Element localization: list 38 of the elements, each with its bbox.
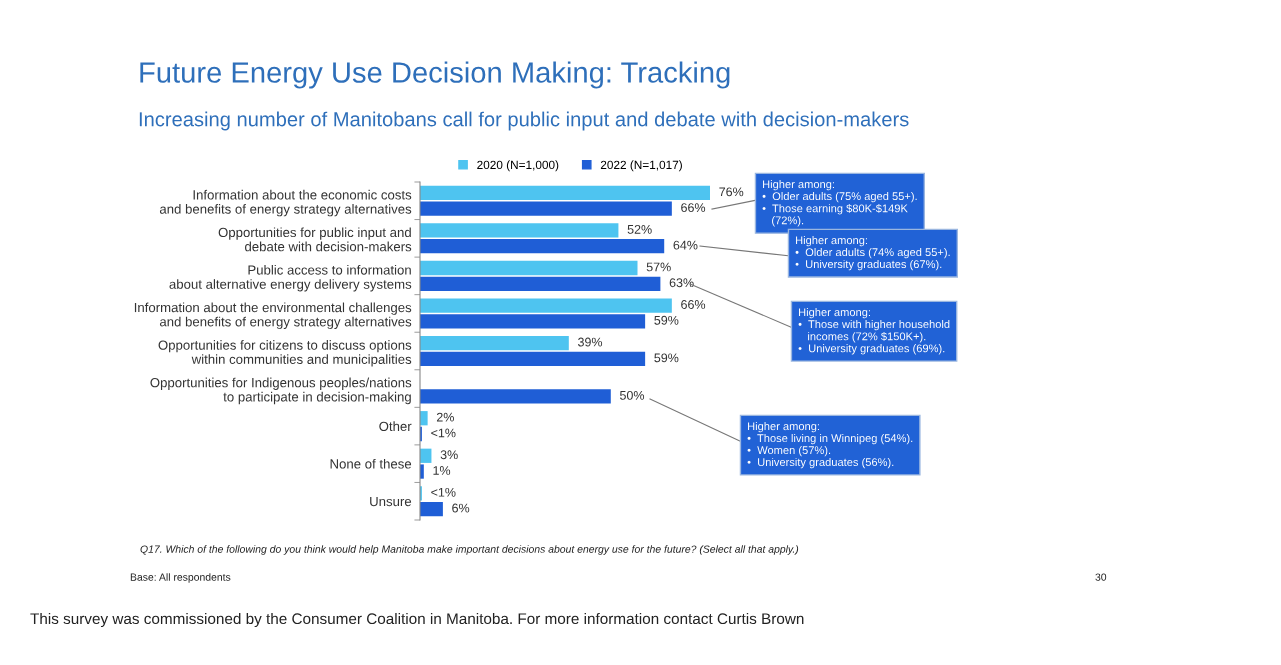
data-label: 2%	[436, 412, 454, 422]
chart-subtitle: Increasing number of Manitobans call for public input and debate with decision-makers	[139, 111, 909, 131]
data-label: 3%	[440, 450, 458, 460]
data-label: 59%	[654, 315, 679, 325]
legend-label: 2022 (N=1,017)	[600, 160, 682, 172]
text: Higher among: • Older adults (75% aged 55+). • Those earning $80K-$149K (72%).	[762, 179, 917, 227]
y-tick-label: Opportunities for public input and debate with decision-makers	[218, 227, 412, 252]
y-tick-label: Information about the economic costs and benefits of energy strategy alternatives	[159, 189, 412, 217]
y-tick-label: Unsure	[370, 496, 412, 507]
data-label: 39%	[577, 337, 603, 347]
data-label: 6%	[452, 503, 470, 513]
data-label: 52%	[627, 224, 652, 234]
data-label: 66%	[681, 203, 706, 213]
text: Higher among: • Those living in Winnipeg (54%). • Women (57%). • University graduates (56%).	[747, 421, 913, 469]
text: Higher among: • Older adults (74% aged 55+). • University graduates (67%).	[795, 235, 950, 271]
text: Higher among: • Those with higher household incomes (72% $150K+). • University graduates (69%).	[798, 307, 950, 355]
text: 30	[1095, 573, 1107, 581]
data-label: <1%	[431, 428, 456, 438]
data-label: 66%	[681, 300, 706, 309]
text: This survey was commissioned by the Consumer Coalition in Manitoba. For more information contact Curtis Brown	[30, 612, 804, 628]
y-tick-label: Other	[379, 421, 412, 432]
data-label: 1%	[433, 466, 451, 475]
legend-label: 2020 (N=1,000)	[477, 160, 559, 172]
data-label: 64%	[673, 240, 698, 250]
y-tick-label: Opportunities for Indigenous peoples/nations to participate in decision-making	[150, 377, 412, 405]
data-label: 50%	[619, 390, 645, 400]
data-label: 76%	[719, 187, 744, 197]
text: Base: All respondents	[130, 573, 231, 583]
y-tick-label: Information about the environmental challenges and benefits of energy strategy alternatives	[134, 302, 412, 330]
y-tick-label: None of these	[330, 458, 412, 469]
data-label: 59%	[654, 353, 679, 363]
chart-title: Future Energy Use Decision Making: Tracking	[140, 61, 730, 89]
y-tick-label: Public access to information about alternative energy delivery systems	[169, 264, 412, 292]
data-label: <1%	[431, 487, 456, 497]
data-label: 57%	[646, 262, 671, 272]
data-label: 63%	[669, 278, 694, 288]
y-tick-label: Opportunities for citizens to discuss options within communities and municipalities	[158, 340, 412, 367]
text: Q17. Which of the following do you think would help Manitoba make important decisions about energy use for the future? (Select all that apply.)	[140, 545, 799, 555]
